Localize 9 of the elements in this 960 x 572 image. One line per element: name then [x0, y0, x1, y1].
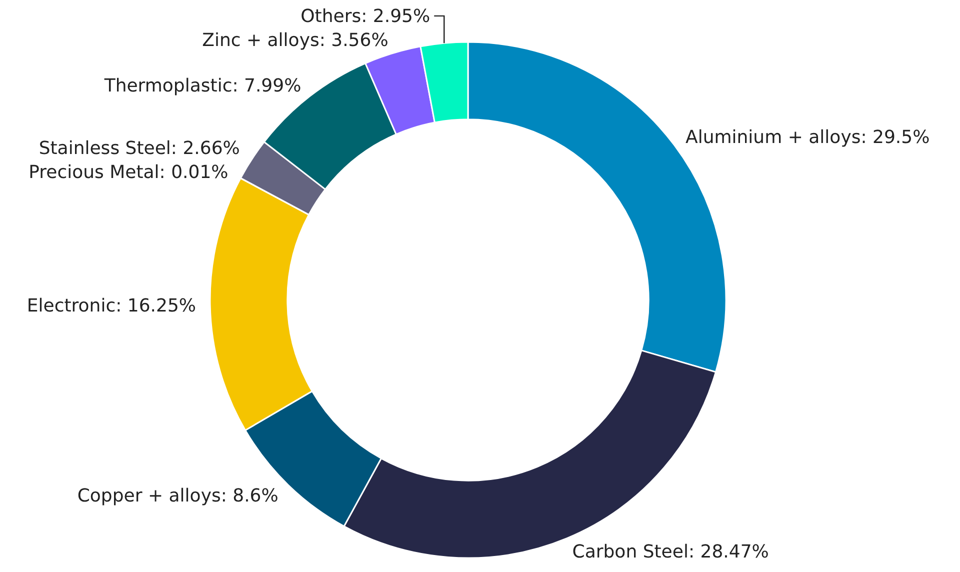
slice-label: Electronic: 16.25%	[26, 295, 196, 316]
slice-label: Others: 2.95%	[300, 6, 430, 28]
slice-label: Stainless Steel: 2.66%	[38, 138, 240, 159]
slice-label: Precious Metal: 0.01%	[28, 162, 228, 183]
slice-label: Zinc + alloys: 3.56%	[202, 30, 388, 52]
slice-label: Carbon Steel: 28.47%	[572, 542, 769, 563]
slice-label: Thermoplastic: 7.99%	[103, 75, 302, 96]
slice-label: Aluminium + alloys: 29.5%	[686, 127, 930, 148]
slice-label: Copper + alloys: 8.6%	[77, 485, 278, 506]
